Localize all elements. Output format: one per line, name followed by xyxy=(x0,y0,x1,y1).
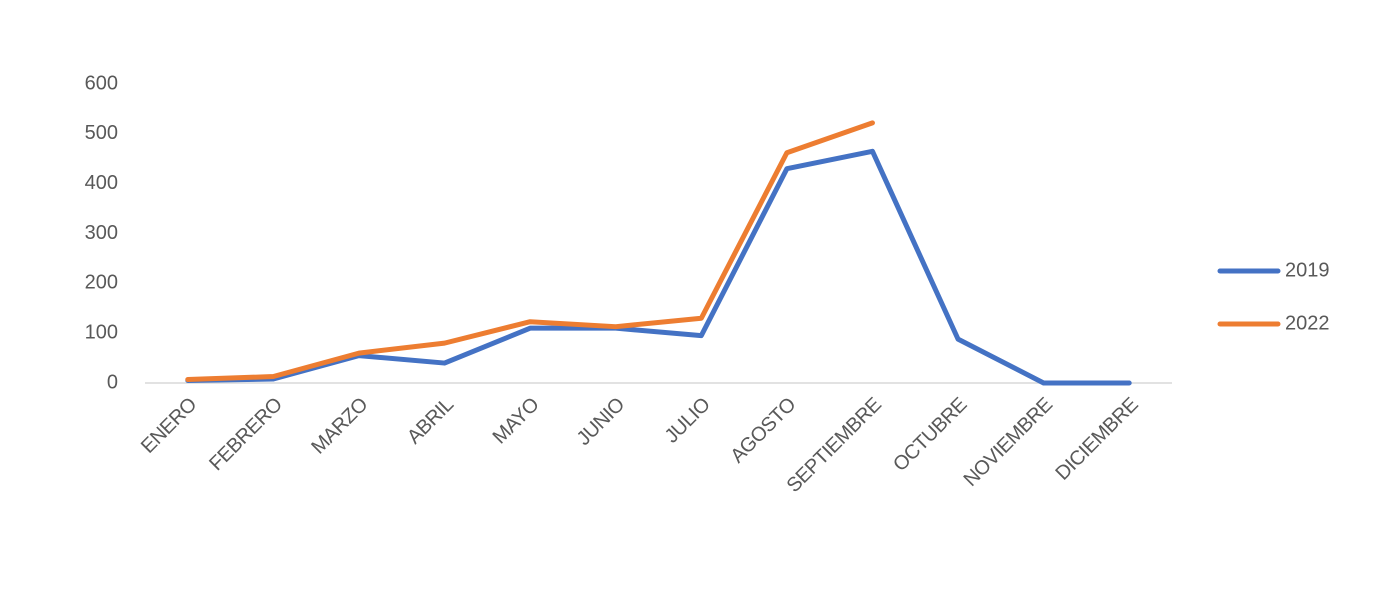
y-tick-label: 100 xyxy=(85,321,118,343)
y-tick-label: 300 xyxy=(85,222,118,244)
y-tick-label: 400 xyxy=(85,172,118,194)
y-tick-label: 500 xyxy=(85,122,118,144)
legend-label: 2019 xyxy=(1285,259,1330,281)
y-tick-label: 600 xyxy=(85,72,118,94)
series-line xyxy=(185,120,875,383)
y-tick-label: 200 xyxy=(85,272,118,294)
y-tick-label: 0 xyxy=(107,371,118,393)
legend-label: 2022 xyxy=(1285,312,1330,334)
